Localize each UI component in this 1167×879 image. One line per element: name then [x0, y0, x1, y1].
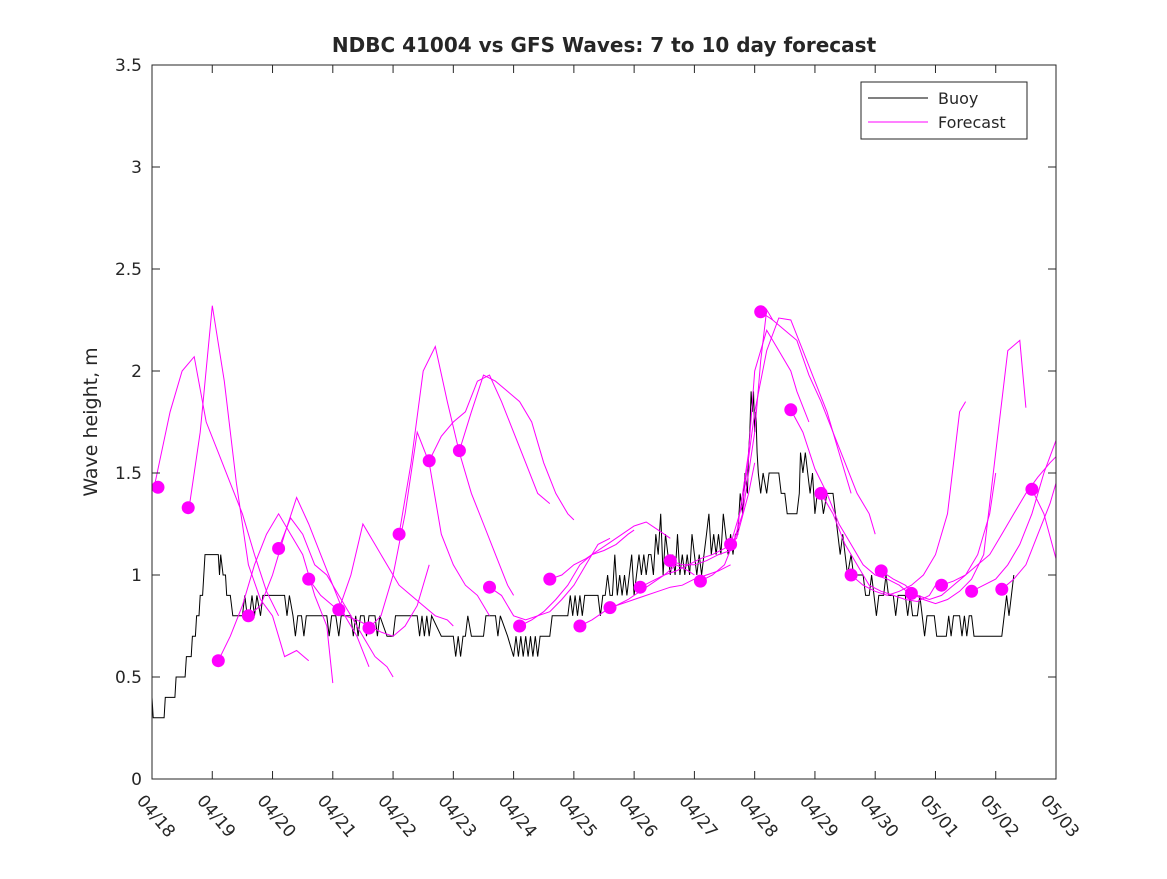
series-forecast-run-10 [428, 374, 551, 504]
legend-label-forecast: Forecast [938, 113, 1006, 132]
series-forecast-run-30 [1031, 489, 1057, 559]
y-tick-label: 2 [131, 362, 142, 382]
forecast-marker-6 [302, 572, 316, 586]
forecast-marker-2 [181, 501, 195, 515]
forecast-marker-20 [724, 537, 738, 551]
y-tick-label: 0.5 [115, 668, 142, 688]
forecast-marker-9 [392, 527, 406, 541]
marker-layer [151, 305, 1039, 668]
chart-title: NDBC 41004 vs GFS Waves: 7 to 10 day for… [332, 33, 877, 57]
forecast-marker-19 [693, 574, 707, 588]
forecast-marker-4 [241, 609, 255, 623]
forecast-marker-23 [814, 486, 828, 500]
y-axis-label: Wave height, m [80, 347, 102, 496]
forecast-marker-10 [422, 454, 436, 468]
forecast-marker-13 [513, 619, 527, 633]
series-forecast-run-20 [730, 317, 852, 545]
legend-label-buoy: Buoy [938, 89, 978, 108]
series-forecast-run-12 [489, 537, 611, 621]
forecast-marker-12 [483, 580, 496, 594]
series-forecast-run-13 [519, 529, 635, 627]
forecast-marker-24 [844, 568, 858, 582]
series-forecast-run-7 [338, 522, 454, 627]
forecast-marker-16 [603, 601, 617, 615]
forecast-marker-22 [784, 403, 798, 417]
forecast-marker-30 [1025, 482, 1039, 496]
series-forecast-run-14 [549, 521, 671, 580]
forecast-marker-8 [362, 621, 376, 635]
y-tick-label: 3 [131, 158, 142, 178]
legend: Buoy Forecast [860, 81, 1028, 140]
series-forecast-run-29 [1001, 483, 1057, 590]
y-axis: 0 0.5 1 1.5 2 2.5 3 3.5 [115, 56, 1056, 790]
series-forecast-run-19 [700, 328, 810, 582]
series-forecast-run-4 [248, 496, 370, 667]
series-forecast-run-11 [458, 374, 575, 521]
forecast-marker-7 [332, 603, 346, 617]
y-tick-label: 1 [131, 566, 142, 586]
plot-frame [151, 64, 1057, 780]
series-forecast-run-28 [971, 440, 1057, 592]
series-forecast-run-23 [820, 493, 936, 603]
series-forecast-run-1 [154, 355, 280, 617]
y-tick-label: 3.5 [115, 56, 142, 76]
series-forecast-run-21 [760, 311, 876, 535]
legend-box [860, 81, 1028, 140]
forecast-marker-14 [543, 572, 557, 586]
series-forecast-run-26 [911, 339, 1027, 605]
y-tick-label: 2.5 [115, 260, 142, 280]
series-forecast-run-3 [217, 512, 334, 684]
forecast-marker-28 [965, 584, 979, 598]
forecast-marker-21 [754, 305, 768, 319]
series-forecast-run-16 [609, 564, 731, 609]
series-forecast-run-25 [880, 472, 997, 601]
plot-area [152, 65, 1056, 779]
forecast-marker-11 [452, 444, 466, 458]
forecast-marker-25 [874, 564, 888, 578]
series-forecast-run-22 [790, 409, 912, 596]
y-tick-label: 1.5 [115, 464, 142, 484]
forecast-marker-26 [904, 586, 918, 600]
forecast-marker-1 [151, 480, 165, 494]
series-forecast-run-24 [850, 401, 967, 596]
forecast-marker-27 [935, 578, 948, 592]
series-forecast-run-17 [639, 462, 756, 588]
series-forecast-run-2 [187, 305, 310, 662]
series-forecast-run-5 [278, 516, 394, 678]
forecast-marker-18 [663, 554, 677, 568]
y-tick-label: 0 [131, 770, 142, 790]
forecast-marker-5 [272, 542, 286, 555]
forecast-marker-3 [211, 654, 225, 668]
forecast-marker-29 [995, 582, 1009, 596]
series-forecast-run-27 [941, 456, 1057, 586]
forecast-marker-17 [633, 580, 647, 594]
forecast-marker-15 [573, 619, 587, 633]
